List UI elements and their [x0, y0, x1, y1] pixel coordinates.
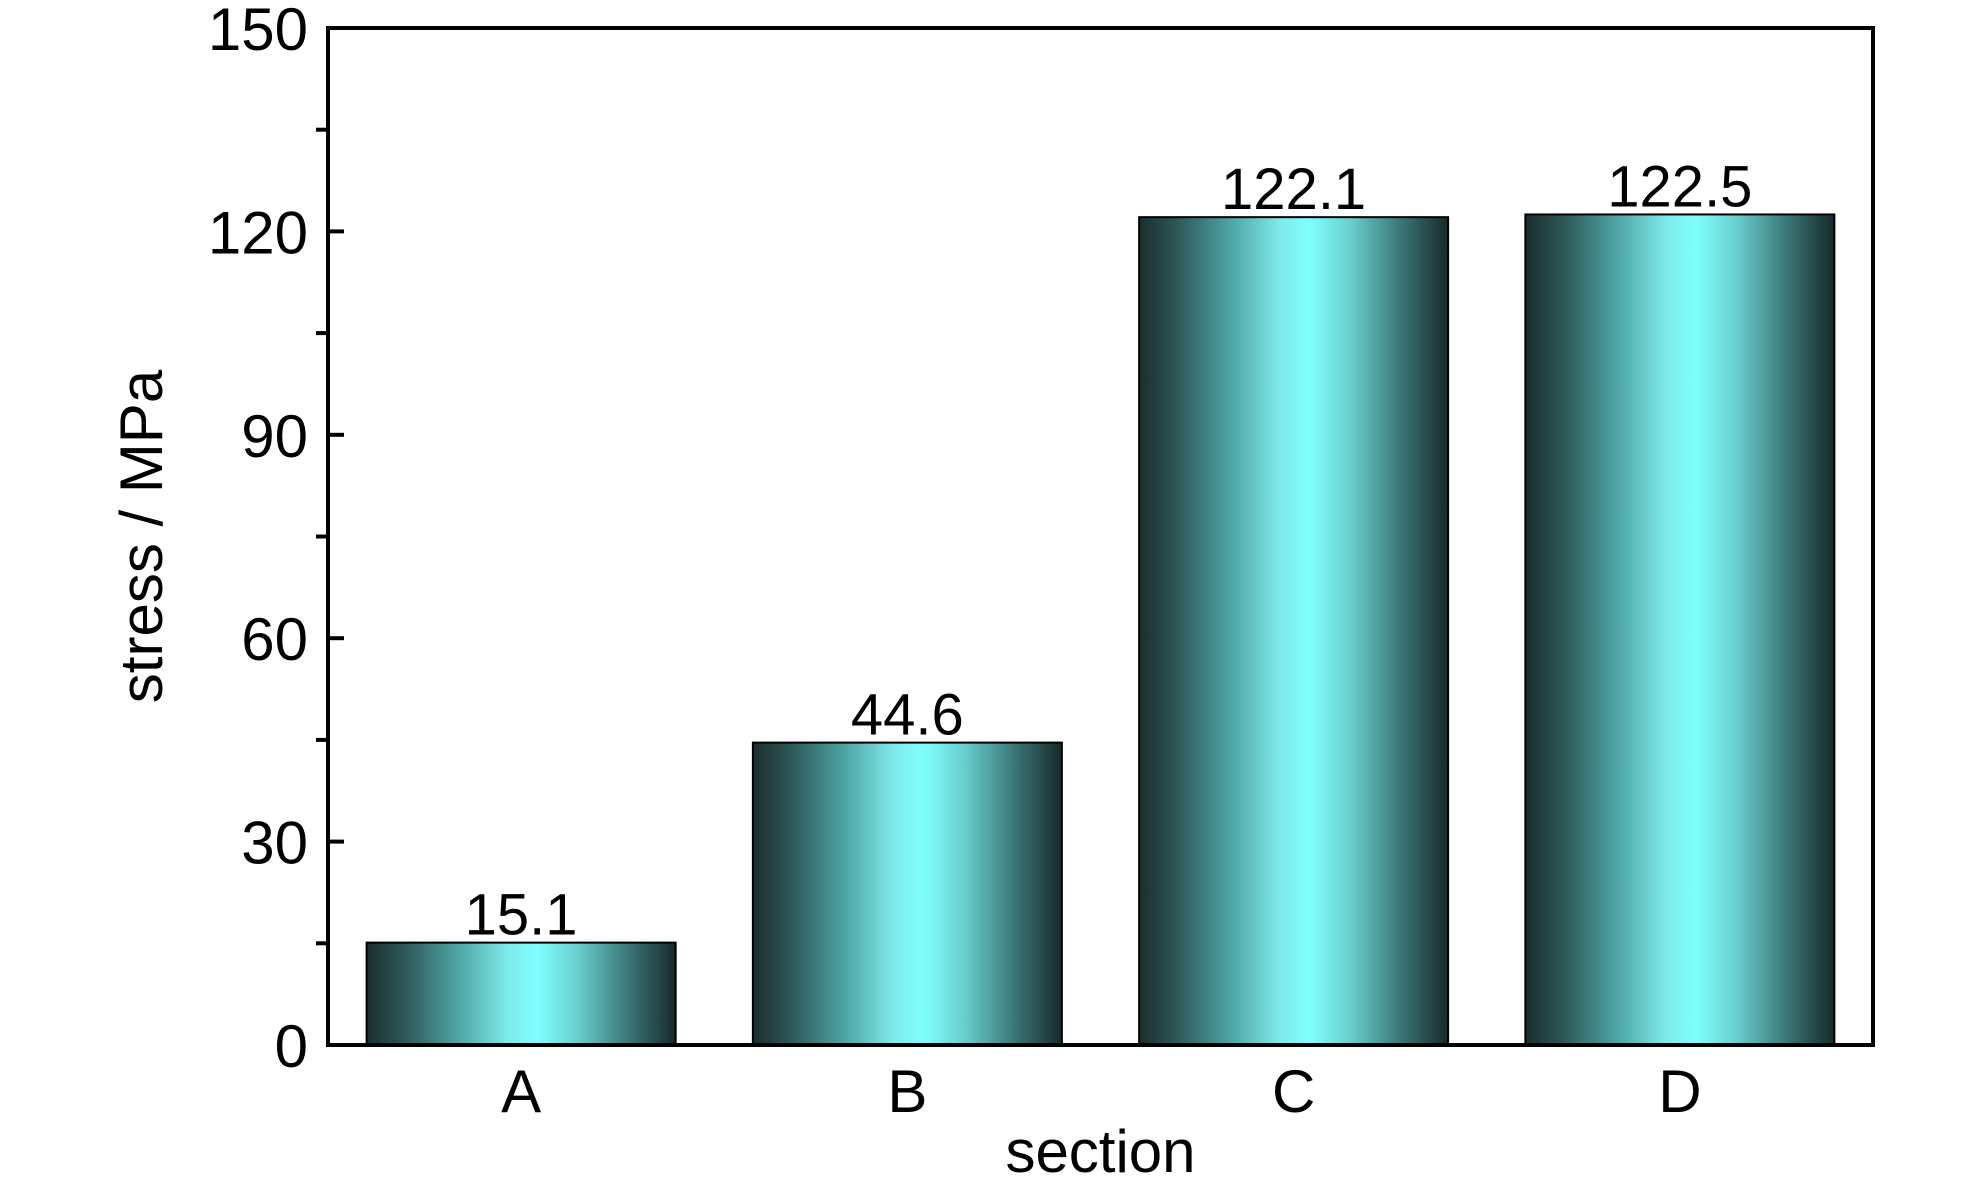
x-axis-category-labels: A B C D: [501, 1058, 1701, 1125]
bar-c: [1138, 216, 1450, 1047]
y-axis-title: stress / MPa: [108, 369, 175, 703]
bar-value-label: 122.5: [1607, 154, 1752, 219]
y-tick-label: 30: [241, 810, 308, 877]
data-labels: 15.1 44.6 122.1 122.5: [465, 154, 1753, 947]
y-tick-label: 150: [208, 0, 308, 63]
bar-value-label: 44.6: [851, 683, 964, 748]
bar-value-label: 15.1: [465, 883, 578, 948]
x-category-label: B: [887, 1058, 927, 1125]
bar-d: [1524, 213, 1836, 1046]
bar-b: [751, 741, 1063, 1046]
bars-group: [365, 213, 1836, 1047]
x-category-label: D: [1658, 1058, 1701, 1125]
y-tick-label: 120: [208, 199, 308, 266]
y-axis-ticks: 0 30 60 90 120 150: [208, 0, 344, 1080]
y-tick-label: 60: [241, 606, 308, 673]
x-axis-title: section: [1005, 1118, 1195, 1181]
x-category-label: A: [501, 1058, 541, 1125]
bar-a: [365, 941, 677, 1047]
bar-value-label: 122.1: [1221, 157, 1366, 222]
y-tick-label: 0: [275, 1013, 308, 1080]
y-tick-label: 90: [241, 403, 308, 470]
x-category-label: C: [1272, 1058, 1315, 1125]
